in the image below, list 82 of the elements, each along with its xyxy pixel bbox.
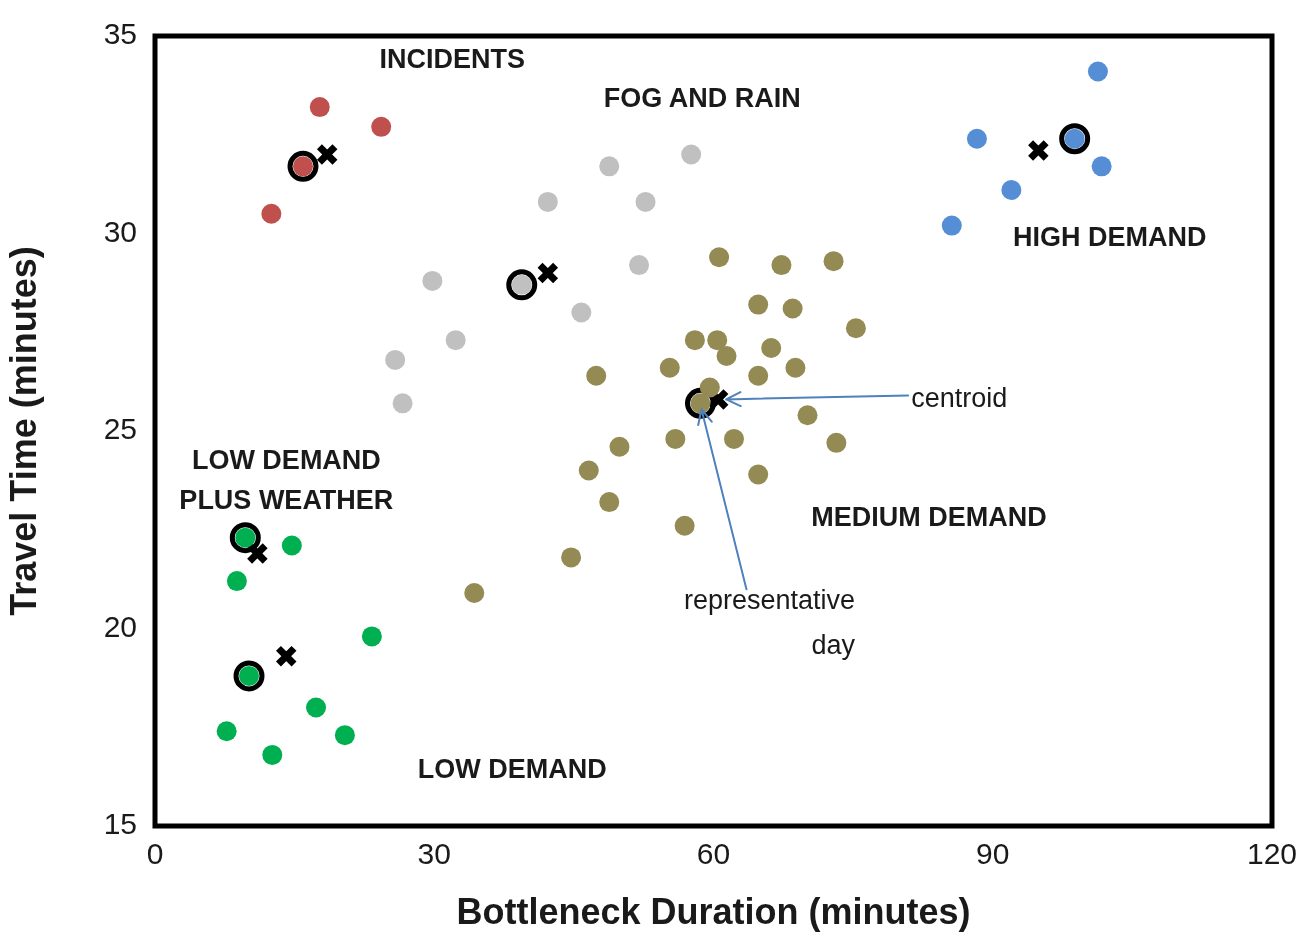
y-tick-label: 20 — [103, 609, 137, 643]
point — [599, 156, 620, 177]
text: LOW DEMAND PLUS WEATHER — [179, 444, 394, 515]
point — [392, 393, 413, 414]
y-tick-label: 35 — [103, 17, 137, 51]
x-tick-label: 90 — [976, 837, 1010, 871]
point — [845, 318, 866, 339]
point — [635, 191, 656, 212]
point — [361, 626, 382, 647]
point — [578, 460, 599, 481]
point — [797, 405, 818, 426]
point — [445, 330, 466, 351]
x-tick-label: 0 — [146, 837, 164, 871]
point — [826, 432, 847, 453]
point — [771, 255, 792, 276]
point — [629, 255, 650, 276]
series-label: MEDIUM DEMAND — [811, 501, 1047, 532]
point — [665, 428, 686, 449]
point — [782, 298, 803, 319]
point — [261, 203, 282, 224]
y-tick-label: 30 — [103, 214, 137, 248]
point — [226, 571, 247, 592]
point — [674, 515, 695, 536]
point — [684, 330, 705, 351]
point — [716, 345, 737, 366]
point — [684, 387, 716, 419]
point — [422, 270, 443, 291]
point — [371, 116, 392, 137]
point — [274, 644, 298, 668]
point — [229, 522, 261, 554]
point — [699, 377, 720, 398]
point — [609, 436, 630, 457]
point — [571, 302, 592, 323]
point — [599, 492, 620, 513]
series-label: INCIDENTS — [379, 43, 526, 74]
point — [309, 97, 330, 118]
point — [748, 365, 769, 386]
annotation: representative day — [683, 584, 856, 660]
point — [506, 269, 538, 301]
point — [761, 338, 782, 359]
point — [233, 660, 265, 692]
point — [287, 150, 319, 182]
point — [966, 128, 987, 149]
point — [306, 697, 327, 718]
point — [464, 582, 485, 603]
point — [385, 349, 406, 370]
annotation: centroid — [911, 382, 1008, 413]
y-tick-label: 25 — [103, 412, 137, 446]
y-tick-label: 15 — [103, 807, 137, 841]
point — [216, 721, 237, 742]
point — [281, 535, 302, 556]
point — [1059, 123, 1091, 155]
point — [1027, 139, 1050, 162]
point — [823, 251, 844, 272]
x-tick-label: 30 — [417, 837, 451, 871]
series-label: FOG AND RAIN — [603, 83, 801, 114]
point — [1001, 180, 1022, 201]
point — [659, 357, 680, 378]
point — [334, 725, 355, 746]
y-axis-title: Travel Time (minutes) — [2, 246, 44, 616]
x-tick-label: 60 — [696, 837, 731, 871]
point — [748, 464, 769, 485]
point — [709, 247, 730, 268]
point — [536, 261, 560, 285]
text: LOW DEMAND — [417, 754, 607, 785]
point — [707, 330, 728, 351]
point — [561, 547, 582, 568]
point — [262, 744, 283, 765]
point — [1091, 156, 1112, 177]
point — [586, 365, 607, 386]
series-label: HIGH DEMAND — [1012, 222, 1207, 253]
point — [681, 144, 702, 165]
point — [748, 294, 769, 315]
x-tick-label: 120 — [1246, 837, 1298, 871]
point — [246, 542, 269, 565]
point — [785, 357, 806, 378]
x-axis-title: Bottleneck Duration (minutes) — [456, 891, 971, 933]
point — [723, 428, 744, 449]
point — [537, 191, 558, 212]
point — [1087, 61, 1108, 82]
point — [941, 215, 962, 236]
point — [315, 143, 339, 166]
